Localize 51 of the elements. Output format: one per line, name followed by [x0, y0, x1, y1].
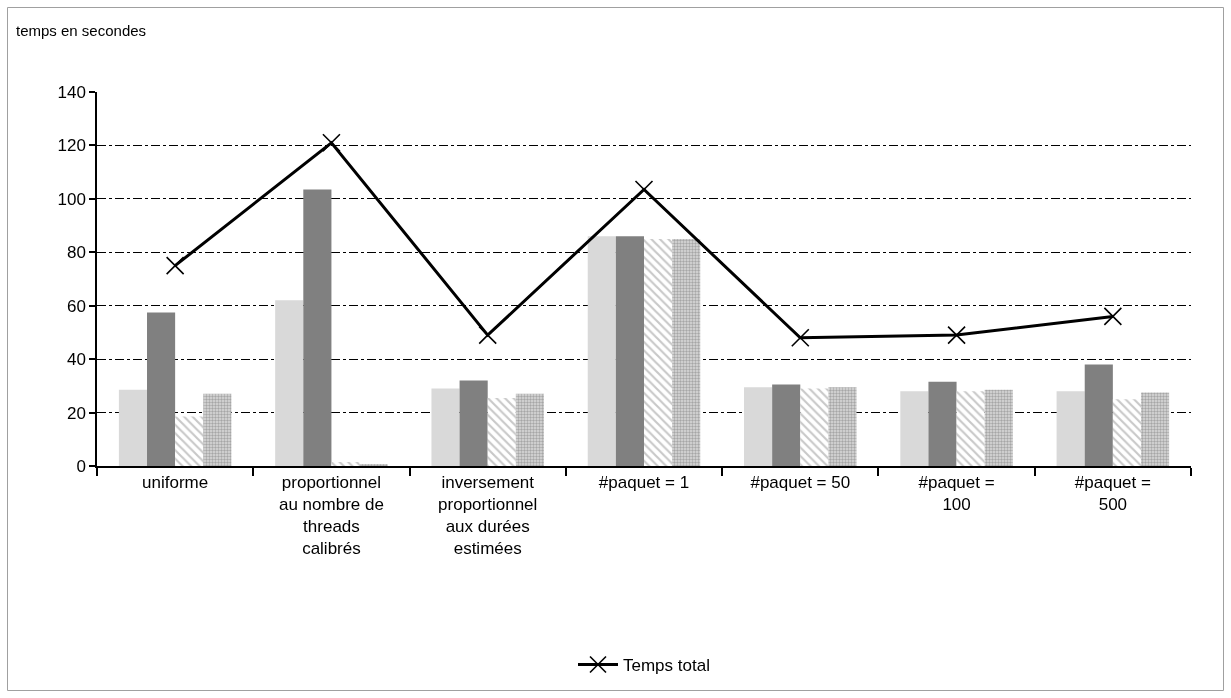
- bar: [331, 461, 360, 466]
- bar: [303, 189, 332, 466]
- bar: [984, 389, 1013, 466]
- y-tick-label: 60: [66, 296, 86, 316]
- y-tick-label: 0: [76, 456, 86, 476]
- bar: [1112, 399, 1141, 466]
- bar: [487, 397, 516, 466]
- x-tick-label: #paquet = 1: [598, 473, 690, 493]
- bar: [275, 300, 304, 466]
- bar: [928, 381, 957, 466]
- bar: [1056, 391, 1085, 466]
- point: [790, 328, 810, 348]
- bar: [615, 236, 644, 466]
- bar: [147, 312, 176, 466]
- bar: [175, 416, 204, 466]
- point: [1103, 307, 1123, 326]
- x-tick-label: #paquet = 500: [1074, 473, 1151, 515]
- y-tick-label: 20: [66, 403, 86, 423]
- x-tick-label: #paquet = 100: [918, 473, 995, 515]
- bar: [459, 380, 488, 466]
- bar: [431, 388, 460, 466]
- point: [322, 133, 341, 153]
- bar: [772, 384, 801, 466]
- bar: [672, 238, 701, 466]
- y-tick-label: 100: [57, 189, 86, 209]
- bar: [644, 238, 673, 466]
- y-tick-label: 40: [66, 350, 86, 370]
- point: [478, 325, 498, 345]
- x-tick-label: proportionnel au nombre de threads calibrés: [278, 473, 384, 559]
- bar: [900, 391, 929, 466]
- x-tick-label: uniforme: [142, 473, 209, 493]
- x-tick-label: inversement proportionnel aux durées estimées: [438, 473, 538, 559]
- y-tick-label: 120: [57, 136, 86, 156]
- bar: [203, 393, 232, 466]
- point: [634, 180, 654, 199]
- bar: [828, 387, 857, 466]
- y-tick-label: 140: [57, 82, 86, 102]
- point: [165, 256, 185, 275]
- bar: [118, 389, 148, 466]
- point: [947, 325, 966, 345]
- bar: [956, 391, 985, 466]
- y-tick-label: 80: [66, 243, 86, 263]
- bar: [515, 393, 544, 466]
- bar: [744, 387, 773, 466]
- x-tick-label: #paquet = 50: [750, 473, 851, 493]
- bar: [1140, 392, 1170, 466]
- bar: [587, 236, 616, 466]
- y-axis-title: temps en secondes: [16, 22, 147, 39]
- bar: [1084, 364, 1113, 466]
- legend-label: Temps total: [623, 656, 710, 676]
- bar: [800, 388, 829, 466]
